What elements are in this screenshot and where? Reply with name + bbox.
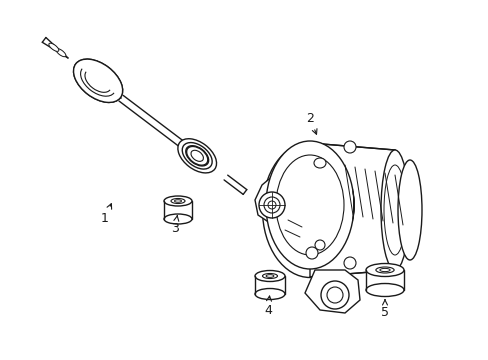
Ellipse shape bbox=[375, 267, 393, 273]
Ellipse shape bbox=[82, 67, 114, 95]
Ellipse shape bbox=[343, 257, 355, 269]
Ellipse shape bbox=[365, 284, 403, 297]
Ellipse shape bbox=[262, 143, 357, 278]
Ellipse shape bbox=[305, 247, 317, 259]
Ellipse shape bbox=[73, 59, 122, 103]
Ellipse shape bbox=[56, 49, 66, 57]
Ellipse shape bbox=[254, 288, 285, 300]
Ellipse shape bbox=[267, 201, 275, 209]
Ellipse shape bbox=[380, 150, 408, 270]
Polygon shape bbox=[305, 270, 359, 313]
Ellipse shape bbox=[397, 160, 421, 260]
Text: 4: 4 bbox=[264, 296, 271, 316]
Text: 1: 1 bbox=[101, 204, 111, 225]
Ellipse shape bbox=[262, 274, 277, 279]
Text: 3: 3 bbox=[171, 216, 179, 234]
Ellipse shape bbox=[171, 198, 184, 203]
Ellipse shape bbox=[185, 146, 208, 166]
Ellipse shape bbox=[265, 141, 353, 269]
Ellipse shape bbox=[254, 270, 285, 282]
Ellipse shape bbox=[163, 196, 192, 206]
Text: 2: 2 bbox=[305, 112, 316, 134]
Ellipse shape bbox=[275, 155, 343, 255]
Ellipse shape bbox=[365, 264, 403, 276]
Ellipse shape bbox=[259, 192, 285, 218]
Ellipse shape bbox=[313, 158, 325, 168]
Ellipse shape bbox=[379, 269, 389, 271]
Ellipse shape bbox=[163, 214, 192, 224]
Ellipse shape bbox=[78, 63, 118, 99]
Polygon shape bbox=[309, 143, 394, 277]
Ellipse shape bbox=[186, 147, 207, 165]
Ellipse shape bbox=[343, 141, 355, 153]
Ellipse shape bbox=[182, 143, 212, 169]
Ellipse shape bbox=[178, 139, 216, 173]
Polygon shape bbox=[254, 170, 294, 223]
Ellipse shape bbox=[326, 287, 342, 303]
Ellipse shape bbox=[73, 59, 122, 103]
Ellipse shape bbox=[265, 275, 273, 277]
Text: 5: 5 bbox=[380, 300, 388, 319]
Ellipse shape bbox=[314, 240, 325, 250]
Ellipse shape bbox=[174, 200, 181, 202]
Ellipse shape bbox=[383, 165, 405, 255]
Ellipse shape bbox=[49, 43, 59, 51]
Ellipse shape bbox=[264, 197, 280, 213]
Ellipse shape bbox=[191, 150, 203, 161]
Ellipse shape bbox=[320, 281, 348, 309]
